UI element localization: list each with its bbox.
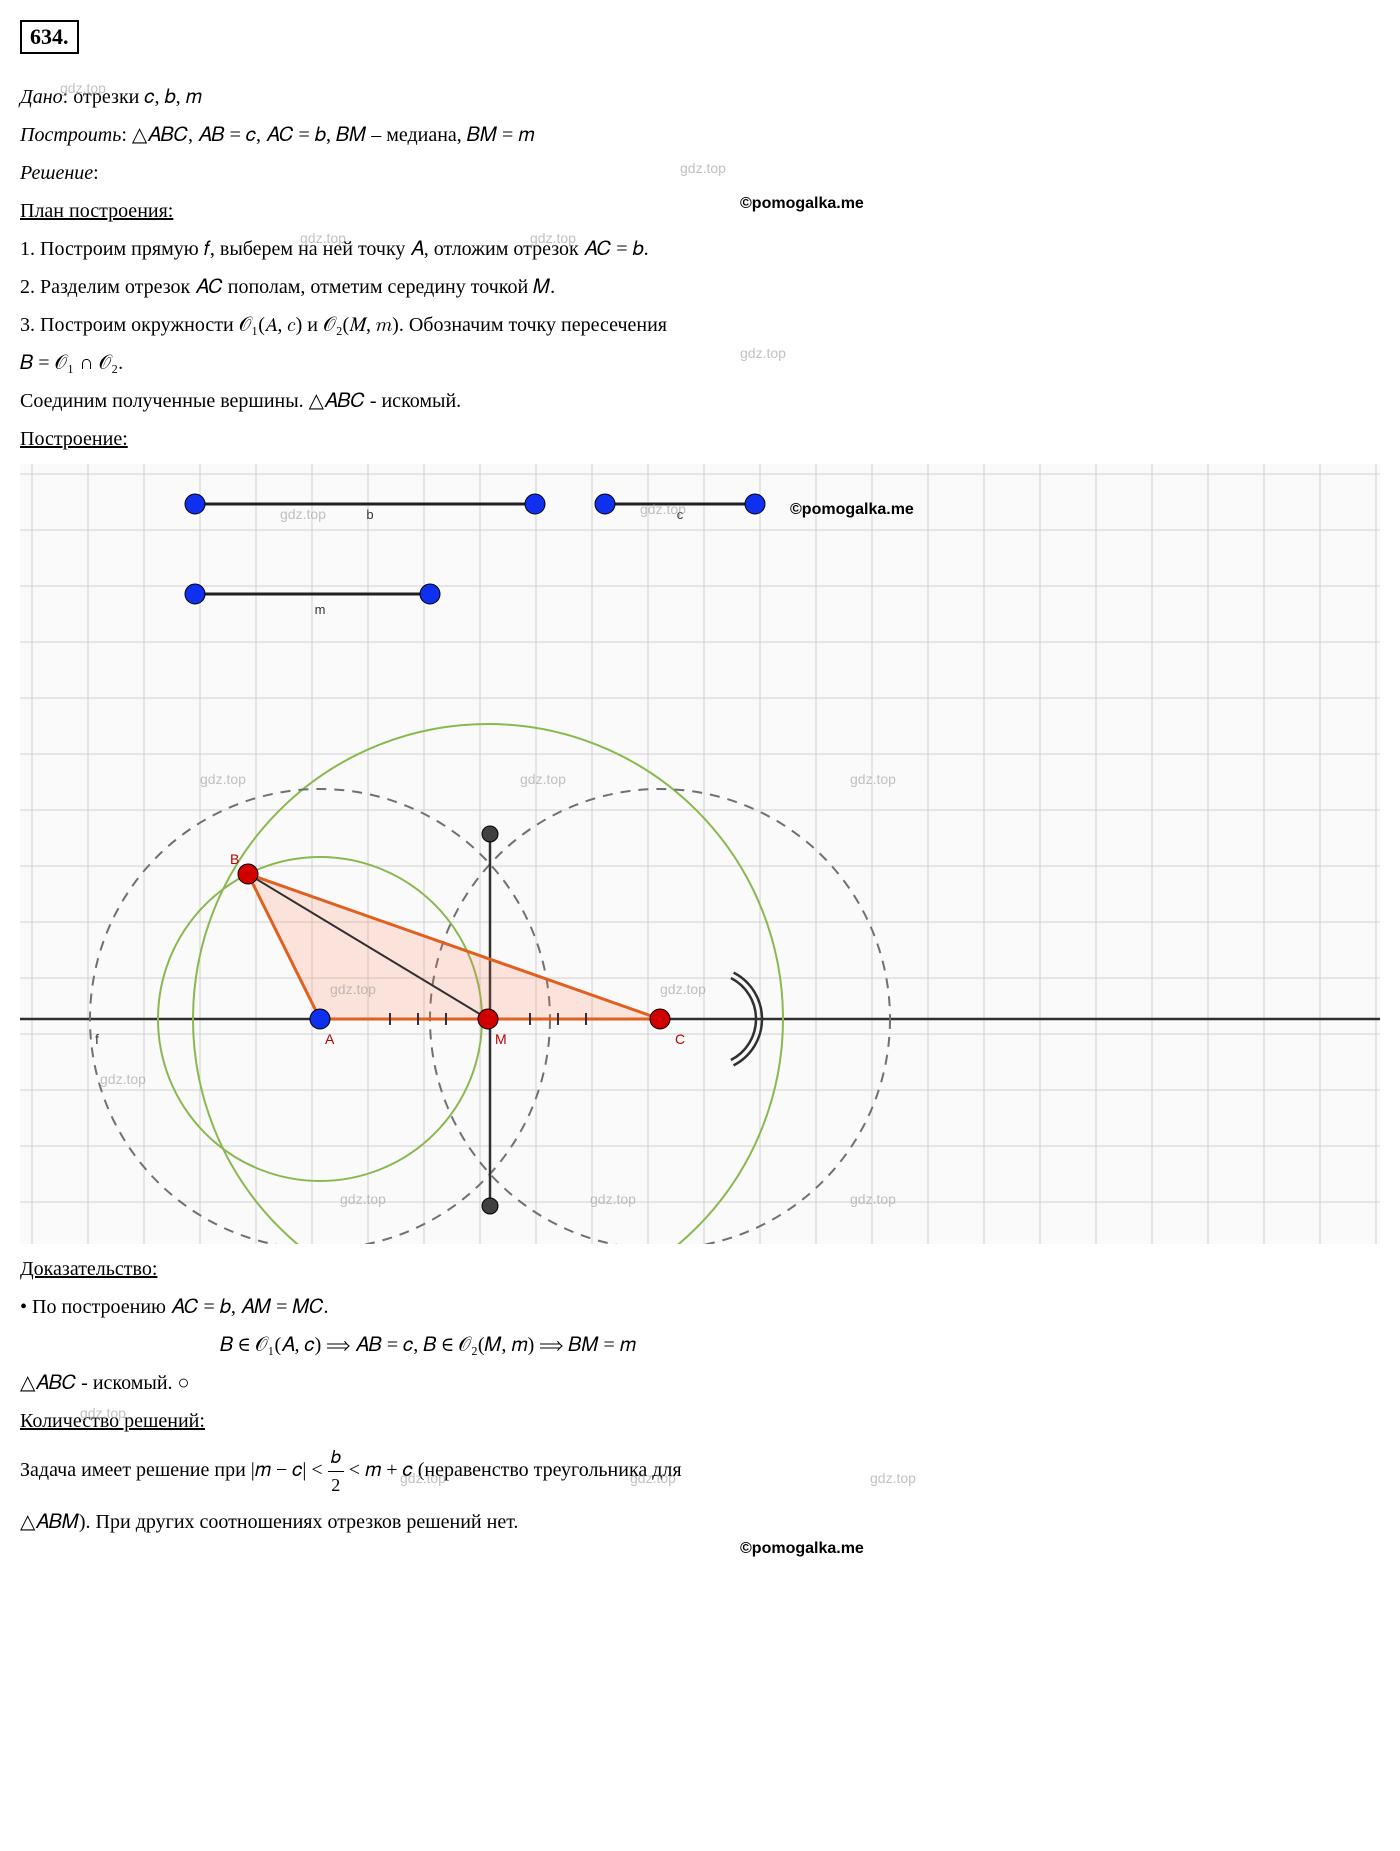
step-1: 1. Построим прямую 𝑓, выберем на ней точ… — [20, 234, 1380, 264]
svg-text:gdz.top: gdz.top — [520, 771, 566, 787]
svg-text:f: f — [95, 1031, 99, 1047]
problem-number: 634. — [20, 20, 79, 54]
proof-2: 𝐵 ∈ 𝒪₁(𝐴, 𝑐) ⟹ 𝐴𝐵 = 𝑐, 𝐵 ∈ 𝒪₂(𝑀, 𝑚) ⟹ 𝐵𝑀… — [220, 1330, 1380, 1360]
count-text: Задача имеет решение при |𝑚 − 𝑐| < 𝑏 2 <… — [20, 1444, 1380, 1499]
proof-1: • По построению 𝐴𝐶 = 𝑏, 𝐴𝑀 = 𝑀𝐶. — [20, 1292, 1380, 1322]
svg-text:©pomogalka.me: ©pomogalka.me — [790, 501, 914, 518]
copyright-text: ©pomogalka.me — [740, 195, 864, 213]
count-text2: △𝐴𝐵𝑀). При других соотношениях отрезков … — [20, 1507, 1380, 1537]
construction-diagram: bcmAMCBfgdz.topgdz.topgdz.topgdz.topgdz.… — [20, 464, 1380, 1244]
svg-text:gdz.top: gdz.top — [330, 981, 376, 997]
plan-label: План построения: — [20, 196, 1380, 226]
construction-label: Построение: — [20, 424, 1380, 454]
construct-text: : △𝐴𝐵𝐶, 𝐴𝐵 = 𝑐, 𝐴𝐶 = 𝑏, 𝐵𝑀 – медиана, 𝐵𝑀… — [121, 124, 534, 146]
solution-colon: : — [93, 162, 99, 184]
step-2: 2. Разделим отрезок 𝐴𝐶 пополам, отметим … — [20, 272, 1380, 302]
svg-text:gdz.top: gdz.top — [280, 506, 326, 522]
proof-label: Доказательство: — [20, 1254, 1380, 1284]
svg-text:gdz.top: gdz.top — [340, 1191, 386, 1207]
construct-label: Построить — [20, 124, 121, 146]
count-text-b: < 𝑚 + 𝑐 (неравенство треугольника для — [349, 1459, 682, 1481]
svg-text:gdz.top: gdz.top — [590, 1191, 636, 1207]
svg-text:M: M — [495, 1031, 507, 1047]
fraction: 𝑏 2 — [328, 1444, 344, 1499]
svg-text:C: C — [675, 1031, 685, 1047]
construct-line: Построить: △𝐴𝐵𝐶, 𝐴𝐵 = 𝑐, 𝐴𝐶 = 𝑏, 𝐵𝑀 – ме… — [20, 120, 1380, 150]
frac-den: 2 — [328, 1472, 344, 1499]
svg-text:gdz.top: gdz.top — [850, 1191, 896, 1207]
svg-text:gdz.top: gdz.top — [850, 771, 896, 787]
solution-line: Решение: — [20, 158, 1380, 188]
svg-text:gdz.top: gdz.top — [200, 771, 246, 787]
svg-text:B: B — [230, 851, 239, 867]
svg-text:gdz.top: gdz.top — [640, 501, 686, 517]
frac-num: 𝑏 — [328, 1444, 344, 1472]
given-line: Дано: отрезки 𝑐, 𝑏, 𝑚 — [20, 82, 1380, 112]
copyright-text: ©pomogalka.me — [740, 1540, 864, 1558]
step-final: Соединим полученные вершины. △𝐴𝐵𝐶 - иско… — [20, 386, 1380, 416]
proof-3: △𝐴𝐵𝐶 - искомый. ○ — [20, 1368, 1380, 1398]
svg-text:b: b — [366, 507, 373, 522]
svg-text:gdz.top: gdz.top — [100, 1071, 146, 1087]
svg-text:m: m — [315, 602, 326, 617]
step-3: 3. Построим окружности 𝒪₁(𝐴, 𝑐) и 𝒪₂(𝑀, … — [20, 310, 1380, 340]
given-label: Дано — [20, 86, 63, 108]
svg-text:gdz.top: gdz.top — [660, 981, 706, 997]
solution-label: Решение — [20, 162, 93, 184]
given-text: : отрезки 𝑐, 𝑏, 𝑚 — [63, 86, 202, 108]
svg-text:A: A — [325, 1031, 335, 1047]
count-label: Количество решений: — [20, 1406, 1380, 1436]
count-text-a: Задача имеет решение при |𝑚 − 𝑐| < — [20, 1459, 328, 1481]
step-3b: 𝐵 = 𝒪₁ ∩ 𝒪₂. — [20, 348, 1380, 378]
